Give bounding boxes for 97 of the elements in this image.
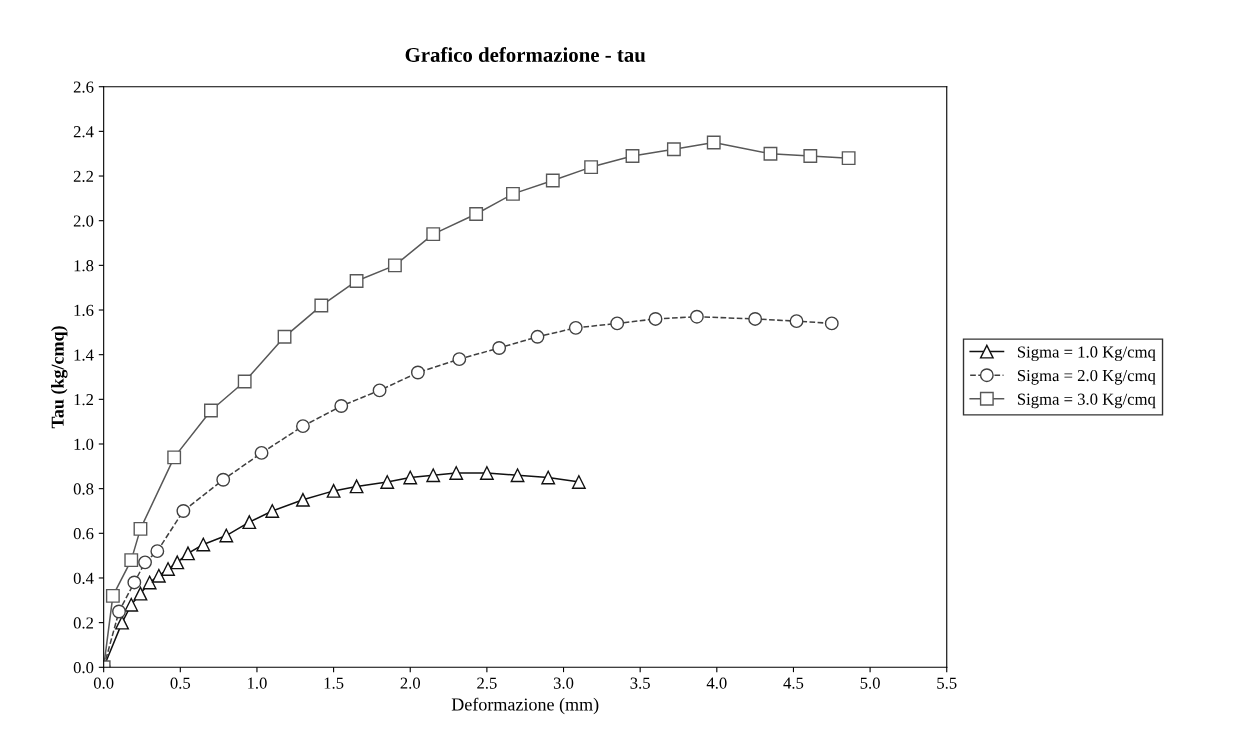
x-tick-label: 0.5 [170, 677, 191, 689]
point [219, 528, 234, 543]
point [237, 374, 252, 389]
point [479, 466, 494, 480]
x-tick-label: 4.5 [783, 677, 804, 689]
point [295, 492, 310, 507]
legend-label: Sigma = 2.0 Kg/cmq [1017, 369, 1156, 385]
y-tick-label: 0.6 [73, 528, 94, 540]
point [505, 186, 520, 201]
x-tick-label: 3.0 [553, 677, 574, 689]
point [706, 135, 721, 150]
x-axis-title: Deformazione (mm) [451, 697, 599, 715]
point [181, 546, 195, 561]
point [133, 586, 148, 601]
y-tick-label: 1.2 [74, 394, 94, 406]
point [133, 521, 148, 536]
point [349, 479, 364, 494]
y-tick-label: 2.2 [73, 170, 94, 183]
x-tick-label: 2.5 [477, 677, 497, 689]
y-tick-label: 2.4 [73, 126, 94, 138]
point [492, 341, 507, 355]
point [115, 615, 130, 630]
point [841, 151, 856, 166]
legend-label: Sigma = 3.0 Kg/cmq [1017, 393, 1156, 409]
y-tick-label: 1.8 [74, 260, 94, 272]
point [124, 553, 139, 568]
point [666, 142, 681, 157]
y-tick-label: 1.4 [74, 349, 94, 361]
point [170, 555, 185, 570]
point [112, 604, 126, 619]
point [216, 472, 231, 487]
point [167, 450, 182, 465]
x-tick-label: 5.0 [860, 677, 880, 689]
point [410, 365, 425, 380]
point [387, 258, 402, 273]
x-tick-label: 4.0 [706, 677, 727, 689]
point [176, 504, 191, 518]
point [372, 383, 387, 398]
point [568, 320, 583, 335]
point [584, 160, 599, 175]
point [242, 515, 257, 530]
point [142, 575, 157, 590]
x-tick-label: 0.0 [93, 677, 114, 689]
legend-label: Sigma = 1.0 Kg/cmq [1017, 346, 1156, 362]
point [403, 470, 418, 485]
point [150, 544, 165, 559]
y-axis-title: Tau (kg/cmq) [51, 326, 68, 429]
point [151, 568, 166, 583]
x-tick-label: 2.0 [400, 677, 421, 689]
point [277, 329, 292, 344]
point [314, 298, 329, 313]
y-tick-label: 0.8 [73, 483, 94, 495]
point [469, 207, 484, 221]
point [625, 148, 640, 163]
y-tick-label: 1.6 [74, 304, 94, 317]
point [254, 445, 269, 460]
point [452, 352, 467, 367]
point [541, 470, 556, 485]
point [334, 399, 349, 413]
point [349, 274, 364, 288]
point [138, 555, 152, 570]
x-tick-label: 1.5 [324, 677, 344, 689]
point [545, 173, 560, 188]
point [530, 329, 545, 344]
point [105, 588, 120, 603]
point [763, 146, 778, 161]
point [295, 419, 310, 434]
point [824, 316, 839, 331]
y-tick-label: 0.2 [73, 617, 94, 629]
point [648, 311, 663, 326]
point [610, 316, 625, 331]
point [748, 311, 763, 326]
point [380, 475, 395, 489]
point [803, 148, 818, 163]
point [161, 562, 175, 576]
point [449, 466, 464, 480]
point [426, 227, 441, 242]
point [204, 403, 218, 418]
point [265, 504, 280, 518]
chart-title: Grafico deformazione - tau [405, 47, 646, 62]
point [789, 314, 804, 329]
point [426, 468, 441, 483]
y-tick-label: 0.4 [73, 572, 94, 584]
point [571, 475, 586, 489]
point [127, 575, 142, 590]
point [510, 468, 525, 483]
x-tick-label: 5.5 [937, 677, 957, 689]
x-tick-label: 3.5 [630, 677, 650, 689]
y-tick-label: 2.6 [73, 81, 94, 93]
y-tick-label: 2.0 [73, 215, 94, 227]
point [196, 537, 211, 552]
point [689, 309, 704, 324]
x-tick-label: 1.0 [248, 677, 267, 689]
point [124, 597, 139, 612]
y-tick-label: 0.0 [73, 661, 94, 674]
y-tick-label: 1.0 [74, 438, 94, 451]
point [326, 483, 341, 498]
